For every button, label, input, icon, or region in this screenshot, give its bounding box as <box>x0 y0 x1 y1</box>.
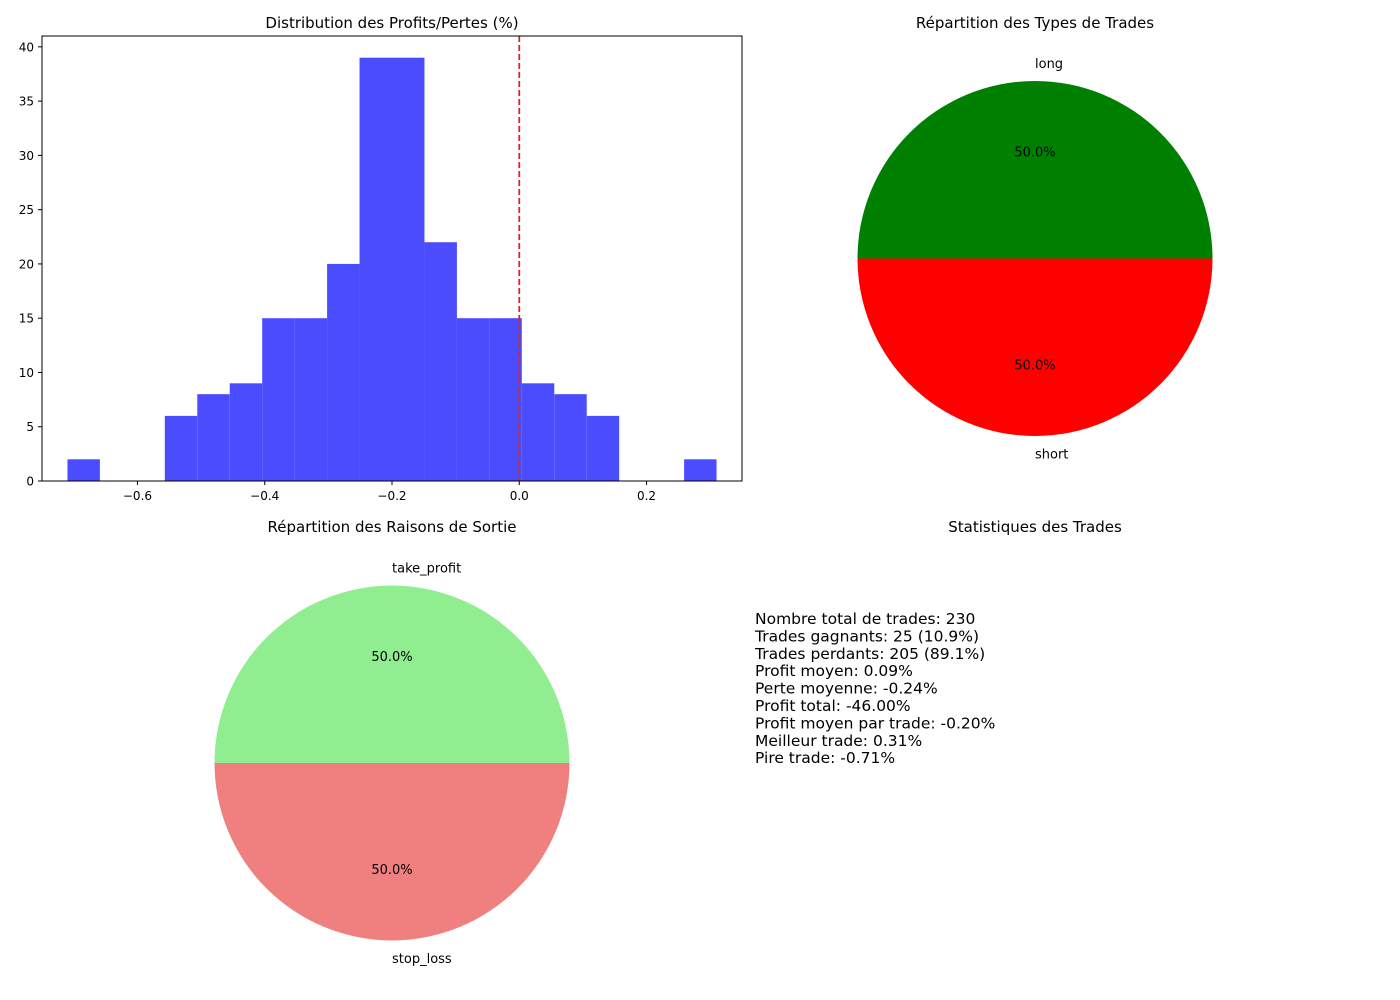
stat-line: Meilleur trade: 0.31% <box>755 732 922 750</box>
stat-line: Profit total: -46.00% <box>755 697 911 715</box>
stat-line: Trades gagnants: 25 (10.9%) <box>754 627 979 645</box>
trade-types-slice-long <box>857 80 1213 259</box>
x-tick-label: −0.2 <box>377 489 406 503</box>
y-tick-label: 40 <box>19 40 34 54</box>
histogram-bar <box>424 242 457 481</box>
histogram-bar <box>359 57 392 482</box>
exit-reasons-pct-stop-loss: 50.0% <box>371 863 412 878</box>
histogram-panel: Distribution des Profits/Pertes (%) −0.6… <box>19 14 743 503</box>
histogram-bars <box>67 57 717 482</box>
trade-types-pct-short: 50.0% <box>1014 359 1055 374</box>
trade-types-pie-title: Répartition des Types de Trades <box>916 14 1154 32</box>
trade-types-label-short: short <box>1035 447 1068 462</box>
exit-reasons-pct-take-profit: 50.0% <box>371 650 412 665</box>
exit-reasons-slice-take-profit <box>214 585 570 763</box>
exit-reasons-pie-title: Répartition des Raisons de Sortie <box>268 518 517 536</box>
y-tick-label: 15 <box>19 312 34 326</box>
x-tick-label: −0.6 <box>123 489 152 503</box>
histogram-bar <box>554 394 587 481</box>
trade-types-pie-slices <box>857 80 1213 436</box>
x-tick-label: 0.2 <box>637 489 656 503</box>
y-tick-label: 30 <box>19 149 34 163</box>
histogram-x-ticks: −0.6 −0.4 −0.2 0.0 0.2 <box>123 481 656 503</box>
histogram-bar <box>164 415 198 481</box>
exit-reasons-slice-stop-loss <box>214 763 570 941</box>
y-tick-label: 10 <box>19 366 34 380</box>
trade-types-pie-panel: Répartition des Types de Trades long 50.0… <box>857 14 1213 463</box>
trade-types-label-long: long <box>1035 57 1063 72</box>
histogram-bar <box>392 57 425 482</box>
x-tick-label: 0.0 <box>510 489 529 503</box>
histogram-bar <box>67 459 100 481</box>
histogram-bar <box>489 318 522 481</box>
histogram-bar <box>456 318 490 481</box>
stat-line: Profit moyen: 0.09% <box>755 662 913 680</box>
trade-types-pct-long: 50.0% <box>1014 146 1055 161</box>
histogram-title: Distribution des Profits/Pertes (%) <box>265 14 518 32</box>
stat-line: Nombre total de trades: 230 <box>755 610 975 628</box>
x-tick-label: −0.4 <box>250 489 279 503</box>
trade-types-slice-short <box>857 258 1213 436</box>
exit-reasons-pie-slices <box>214 585 570 941</box>
histogram-bar <box>197 394 230 481</box>
stat-line: Perte moyenne: -0.24% <box>755 680 938 698</box>
stat-line: Profit moyen par trade: -0.20% <box>755 714 995 732</box>
trade-types-pie-labels: long 50.0% short 50.0% <box>1014 57 1068 463</box>
y-tick-label: 20 <box>19 257 34 271</box>
stat-line: Trades perdants: 205 (89.1%) <box>754 645 985 663</box>
y-tick-label: 0 <box>26 475 34 489</box>
histogram-bar <box>521 383 555 481</box>
histogram-bar <box>229 383 263 481</box>
exit-reasons-label-take-profit: take_profit <box>392 561 461 576</box>
trade-statistics-title: Statistiques des Trades <box>948 518 1122 536</box>
exit-reasons-label-stop-loss: stop_loss <box>392 952 452 967</box>
stat-line: Pire trade: -0.71% <box>755 749 895 767</box>
exit-reasons-pie-labels: take_profit 50.0% stop_loss 50.0% <box>371 561 461 967</box>
histogram-bar <box>262 318 295 481</box>
histogram-bar <box>684 459 717 481</box>
y-tick-label: 35 <box>19 95 34 109</box>
exit-reasons-pie-panel: Répartition des Raisons de Sortie take_p… <box>214 518 570 967</box>
y-tick-label: 25 <box>19 203 34 217</box>
histogram-bar <box>294 318 328 481</box>
histogram-bar <box>327 263 360 481</box>
y-tick-label: 5 <box>26 420 34 434</box>
trade-statistics-panel: Statistiques des Trades Nombre total de … <box>754 518 1122 767</box>
histogram-bar <box>586 415 620 481</box>
histogram-y-ticks: 0 5 10 15 20 25 30 35 40 <box>19 40 42 489</box>
